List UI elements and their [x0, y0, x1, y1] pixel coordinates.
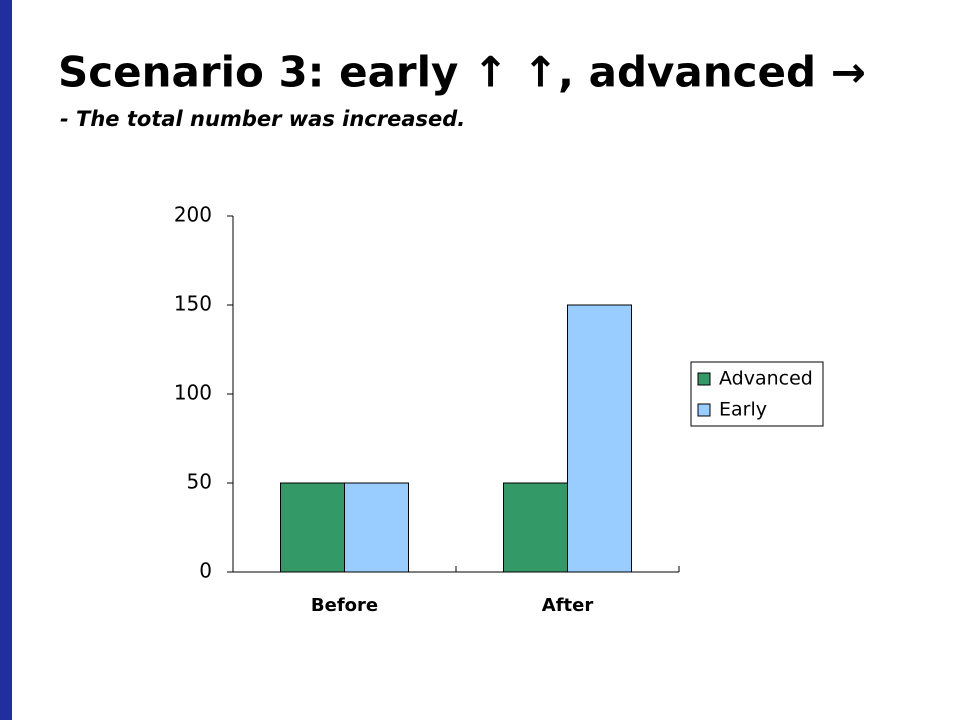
y-tick-label: 100: [174, 381, 212, 405]
legend-label: Early: [719, 399, 767, 421]
x-tick-label: Before: [311, 595, 378, 616]
y-tick-label: 0: [199, 559, 212, 583]
legend-swatch: [697, 403, 711, 417]
legend-box: [690, 361, 824, 427]
x-tick-label: After: [542, 595, 594, 616]
bar: [344, 482, 409, 573]
bar: [503, 482, 568, 573]
legend-label: Advanced: [719, 368, 813, 390]
slide-title: Scenario 3: early ↑ ↑, advanced →: [58, 48, 866, 97]
y-tick-label: 150: [174, 292, 212, 316]
bar: [280, 482, 345, 573]
y-tick-label: 200: [174, 203, 212, 227]
bar: [567, 304, 632, 573]
side-bar: [0, 0, 12, 720]
y-tick-label: 50: [187, 470, 212, 494]
legend-swatch: [697, 372, 711, 386]
slide-subtitle: - The total number was increased.: [60, 107, 465, 131]
